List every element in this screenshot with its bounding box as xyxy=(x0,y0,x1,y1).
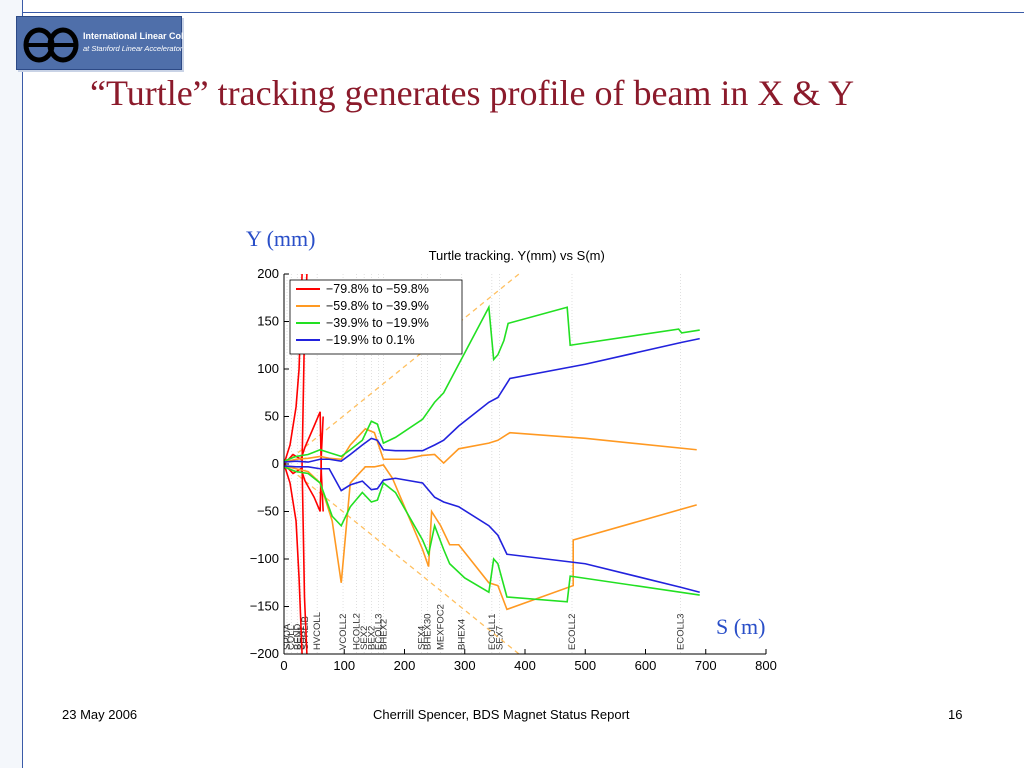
series-line xyxy=(284,463,303,654)
ilc-logo: International Linear Collider at Stanfor… xyxy=(16,16,207,70)
y-tick-label: 150 xyxy=(257,314,279,329)
footer-page-number: 16 xyxy=(948,707,963,722)
slide-title: “Turtle” tracking generates profile of b… xyxy=(90,73,855,113)
logo-line-1: International Linear Collider xyxy=(83,31,203,41)
turtle-tracking-chart: Turtle tracking. Y(mm) vs S(m) Y (mm) S (m… xyxy=(246,226,777,672)
element-label: BHEX2 xyxy=(378,619,389,650)
slide-top-border xyxy=(22,12,1024,13)
element-label: SEX4 xyxy=(416,626,427,650)
series-line xyxy=(284,466,700,603)
element-label: COLL xyxy=(286,625,297,650)
footer-date: 23 May 2006 xyxy=(62,707,138,722)
element-label: BHEX4 xyxy=(457,619,468,650)
x-tick-label: 500 xyxy=(574,658,596,672)
element-label: HCOLL2 xyxy=(351,613,362,650)
x-tick-label: 0 xyxy=(280,658,287,672)
element-label: VCOLL2 xyxy=(338,614,349,650)
legend-label: −39.9% to −19.9% xyxy=(326,316,429,330)
element-label: BHEX30 xyxy=(422,614,433,650)
x-tick-label: 100 xyxy=(333,658,355,672)
series-line xyxy=(301,463,308,654)
x-tick-label: 700 xyxy=(695,658,717,672)
x-tick-label: 800 xyxy=(755,658,777,672)
series-line xyxy=(284,427,697,465)
x-tick-label: 600 xyxy=(635,658,657,672)
footer-title: Cherrill Spencer, BDS Magnet Status Repo… xyxy=(373,707,630,722)
element-label: SEX2 xyxy=(359,626,370,650)
y-tick-label: 0 xyxy=(272,456,279,471)
series-line xyxy=(284,465,700,594)
element-label: BEX2 xyxy=(366,626,377,650)
element-label: SEX7 xyxy=(495,626,506,650)
element-label: ECOLL3 xyxy=(675,614,686,650)
x-axis-label: S (m) xyxy=(716,614,766,639)
y-tick-label: −100 xyxy=(250,551,279,566)
y-tick-label: −200 xyxy=(250,646,279,661)
y-tick-label: −150 xyxy=(250,599,279,614)
x-tick-label: 200 xyxy=(394,658,416,672)
legend-label: −19.9% to 0.1% xyxy=(326,333,415,347)
element-label: ECOLL1 xyxy=(487,614,498,650)
ilc-logo-mark-icon xyxy=(23,27,79,63)
element-label: HVCOLL xyxy=(312,612,323,650)
y-tick-label: −50 xyxy=(257,504,279,519)
legend-label: −59.8% to −39.9% xyxy=(326,299,429,313)
legend-box xyxy=(289,279,463,355)
series-line xyxy=(284,337,700,463)
slide-left-frame xyxy=(0,0,22,768)
series-line xyxy=(284,464,697,611)
x-tick-label: 400 xyxy=(514,658,536,672)
element-label: MEXFOC2 xyxy=(436,604,447,650)
chart-title: Turtle tracking. Y(mm) vs S(m) xyxy=(429,248,605,263)
series-line xyxy=(284,304,700,462)
element-label: BEND xyxy=(292,623,303,650)
y-tick-label: 200 xyxy=(257,266,279,281)
slide-left-border xyxy=(22,0,23,768)
logo-line-2: at Stanford Linear Accelerator Center xyxy=(83,44,207,53)
y-axis-label: Y (mm) xyxy=(246,226,315,251)
y-tick-label: 100 xyxy=(257,361,279,376)
legend-label: −79.8% to −59.8% xyxy=(326,282,429,296)
element-label: ECOLL2 xyxy=(567,614,578,650)
x-tick-label: 300 xyxy=(454,658,476,672)
y-tick-label: 50 xyxy=(265,409,279,424)
element-label: SPOA xyxy=(282,623,293,650)
element-label: ECOLL3 xyxy=(374,614,385,650)
series-line xyxy=(284,416,324,512)
